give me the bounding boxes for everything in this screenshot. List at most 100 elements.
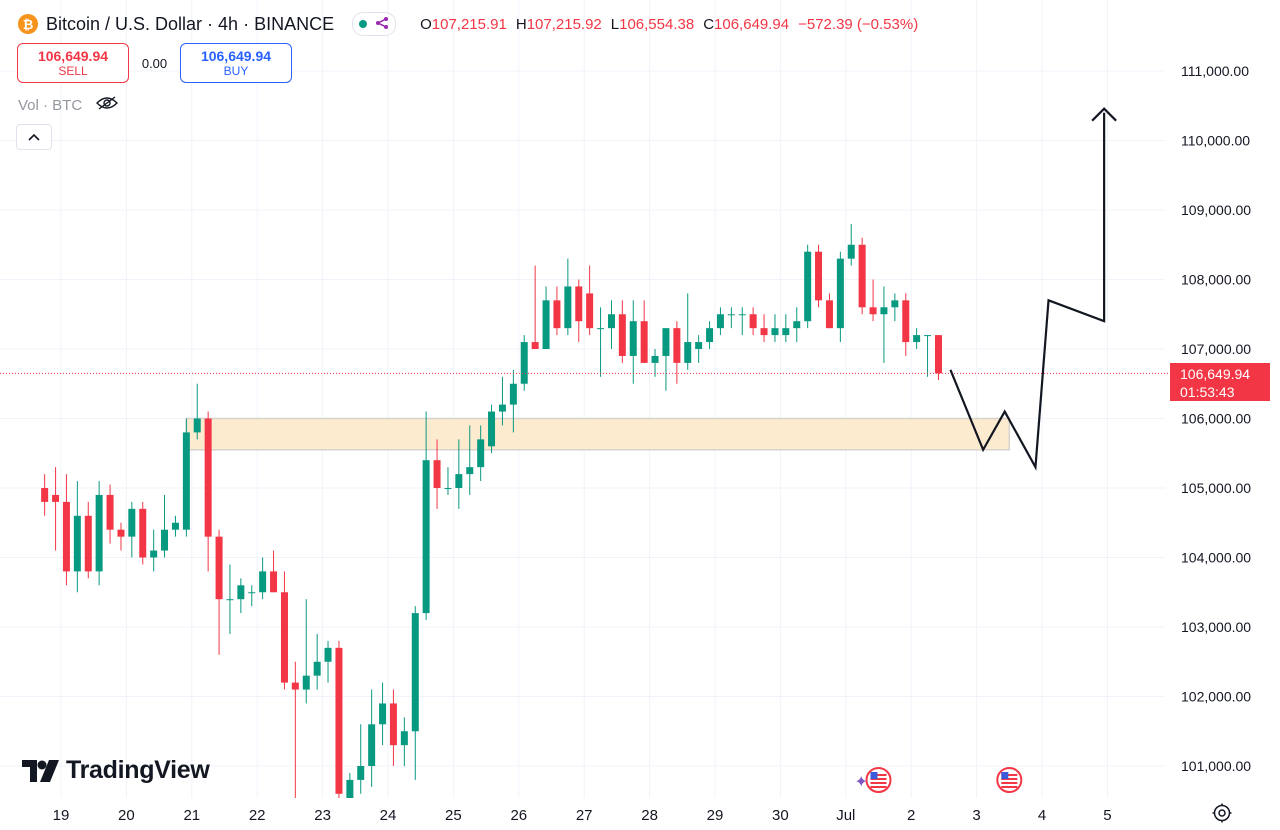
market-status-pill[interactable]	[352, 12, 397, 36]
candle-body[interactable]	[248, 592, 256, 594]
candle-body[interactable]	[597, 328, 605, 330]
candle-body[interactable]	[760, 328, 768, 336]
candle-body[interactable]	[389, 703, 397, 746]
projection-path[interactable]	[949, 112, 1106, 471]
candle-body[interactable]	[259, 571, 267, 593]
symbol-title[interactable]: Bitcoin / U.S. Dollar · 4h · BINANCE	[46, 13, 335, 34]
candle-body[interactable]	[84, 515, 92, 572]
candle-body[interactable]	[825, 300, 833, 329]
candle-body[interactable]	[280, 592, 288, 683]
collapse-legend-button[interactable]	[16, 124, 52, 150]
candle-body[interactable]	[422, 460, 430, 614]
candle-body[interactable]	[607, 314, 615, 329]
candle-body[interactable]	[891, 300, 899, 308]
candle-body[interactable]	[749, 314, 757, 329]
x-axis-tick-label: 24	[380, 807, 397, 824]
volume-indicator[interactable]: Vol · BTC	[18, 96, 119, 114]
candle-body[interactable]	[913, 335, 921, 343]
candle-body[interactable]	[95, 494, 103, 572]
candle-body[interactable]	[564, 286, 572, 329]
candle-body[interactable]	[204, 418, 212, 537]
candle-body[interactable]	[847, 244, 855, 259]
candle-body[interactable]	[520, 342, 528, 384]
candle-body[interactable]	[804, 251, 812, 322]
candle-body[interactable]	[782, 328, 790, 336]
candle-body[interactable]	[444, 488, 452, 489]
candle-body[interactable]	[695, 342, 703, 349]
candle-body[interactable]	[433, 460, 441, 488]
candle-body[interactable]	[379, 703, 387, 725]
sparkle-icon[interactable]: ✦	[855, 772, 868, 791]
candle-body[interactable]	[193, 418, 201, 433]
candle-body[interactable]	[684, 342, 692, 363]
candle-body[interactable]	[498, 404, 506, 412]
sell-button[interactable]: 106,649.94 SELL	[17, 43, 129, 83]
candle-body[interactable]	[509, 383, 517, 405]
candle-body[interactable]	[924, 335, 932, 337]
candle-body[interactable]	[586, 293, 594, 329]
candle-body[interactable]	[858, 244, 866, 308]
candle-body[interactable]	[62, 501, 70, 572]
candle-body[interactable]	[815, 251, 823, 301]
tradingview-logo[interactable]: TradingView	[22, 756, 210, 785]
candle-body[interactable]	[651, 355, 659, 363]
candle-body[interactable]	[640, 321, 648, 363]
y-axis-tick-label: 105,000.00	[1181, 480, 1251, 496]
candle-body[interactable]	[836, 258, 844, 329]
candle-body[interactable]	[716, 314, 724, 329]
candle-body[interactable]	[161, 529, 169, 551]
candle-body[interactable]	[106, 494, 114, 530]
candle-body[interactable]	[477, 439, 485, 468]
candle-body[interactable]	[215, 536, 223, 600]
candle-body[interactable]	[400, 731, 408, 746]
candle-body[interactable]	[575, 286, 583, 322]
candle-body[interactable]	[324, 647, 332, 662]
candle-body[interactable]	[531, 342, 539, 349]
candle-body[interactable]	[313, 661, 321, 676]
y-axis-tick-label: 110,000.00	[1181, 133, 1250, 149]
buy-button[interactable]: 106,649.94 BUY	[180, 43, 292, 83]
candle-body[interactable]	[357, 766, 365, 780]
candle-body[interactable]	[302, 675, 310, 690]
candle-body[interactable]	[73, 515, 81, 572]
candle-body[interactable]	[52, 494, 60, 502]
candle-body[interactable]	[291, 682, 299, 690]
candle-body[interactable]	[41, 488, 49, 502]
candle-body[interactable]	[466, 467, 474, 475]
candle-body[interactable]	[629, 321, 637, 356]
candle-body[interactable]	[182, 432, 190, 530]
candle-body[interactable]	[542, 300, 550, 349]
candle-body[interactable]	[673, 328, 681, 363]
candle-body[interactable]	[368, 724, 376, 766]
candle-body[interactable]	[411, 613, 419, 732]
support-zone[interactable]	[185, 417, 1011, 451]
candle-body[interactable]	[706, 328, 714, 343]
candle-body[interactable]	[902, 300, 910, 343]
gear-icon[interactable]	[1212, 803, 1232, 828]
candle-body[interactable]	[488, 411, 496, 447]
candle-body[interactable]	[869, 307, 877, 315]
candle-body[interactable]	[128, 508, 136, 537]
candle-body[interactable]	[880, 307, 888, 315]
eye-hidden-icon[interactable]	[96, 96, 119, 114]
current-price-label: 106,649.94 01:53:43	[1170, 363, 1270, 401]
candle-body[interactable]	[139, 508, 147, 558]
candle-body[interactable]	[771, 328, 779, 336]
candle-body[interactable]	[171, 522, 179, 530]
candle-body[interactable]	[226, 599, 234, 601]
candle-body[interactable]	[270, 571, 278, 593]
candle-body[interactable]	[237, 585, 245, 600]
candle-body[interactable]	[455, 474, 463, 488]
candle-body[interactable]	[553, 300, 561, 329]
candle-body[interactable]	[727, 314, 735, 316]
candle-body[interactable]	[738, 314, 746, 316]
candle-body[interactable]	[117, 529, 125, 537]
candle-body[interactable]	[793, 321, 801, 329]
candle-body[interactable]	[618, 314, 626, 356]
candle-body[interactable]	[335, 647, 343, 794]
candle-body[interactable]	[150, 550, 158, 558]
candle-body[interactable]	[934, 335, 942, 374]
candle-body[interactable]	[346, 779, 354, 801]
candle-body[interactable]	[662, 328, 670, 356]
